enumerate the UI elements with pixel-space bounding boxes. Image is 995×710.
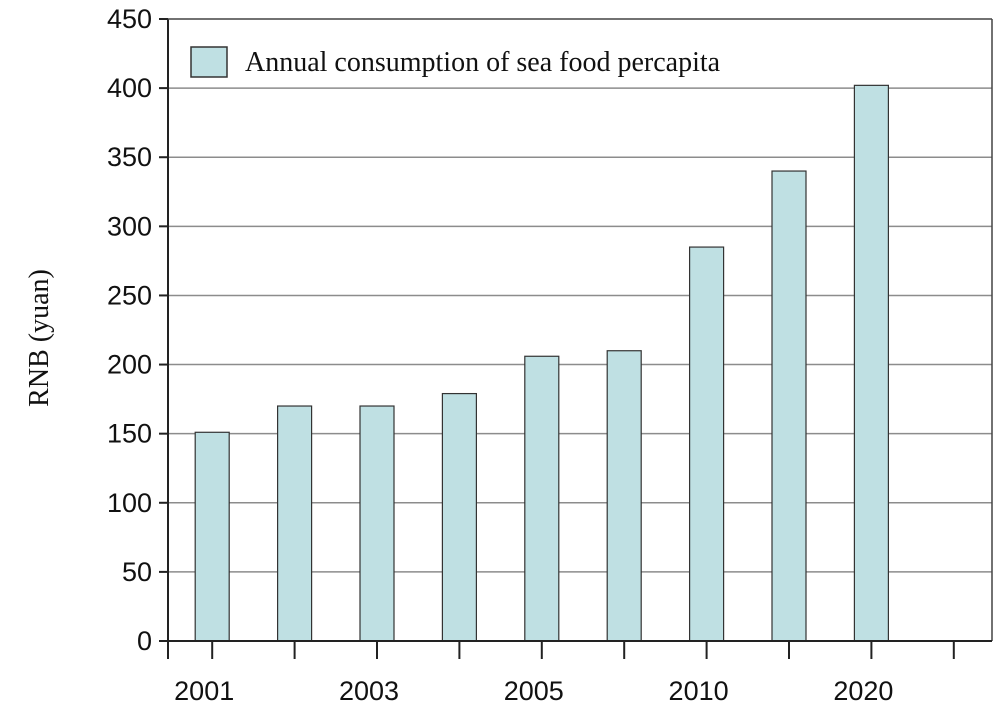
bar: [853, 84, 890, 642]
bar: [441, 392, 477, 642]
x-tick-label: 2020: [833, 676, 893, 706]
legend-label: Annual consumption of sea food percapita: [245, 47, 721, 78]
x-axis: 2001 2003 2005 2010 2020: [167, 641, 955, 706]
x-tick-label: 2003: [339, 676, 399, 706]
y-tick-label: 50: [122, 557, 152, 587]
y-tick-label: 200: [107, 350, 152, 380]
y-tick-label: 350: [107, 142, 152, 172]
legend-swatch: [190, 46, 228, 78]
x-tick-label: 2001: [174, 676, 234, 706]
y-tick-label: 0: [137, 626, 152, 656]
bar: [606, 350, 642, 642]
x-tick-label: 2005: [504, 676, 564, 706]
bar: [194, 431, 230, 642]
y-tick-label: 300: [107, 211, 152, 241]
x-tick-label: 2010: [669, 676, 729, 706]
y-axis-title: RNB (yuan): [24, 269, 55, 407]
bar: [277, 405, 313, 642]
bar: [524, 355, 560, 642]
y-tick-label: 250: [107, 280, 152, 310]
bar: [771, 170, 807, 642]
plot-frame: [167, 18, 993, 642]
y-tick-label: 100: [107, 488, 152, 518]
bar: [688, 246, 725, 642]
y-tick-label: 400: [107, 73, 152, 103]
y-tick-label: 450: [107, 4, 152, 34]
legend: Annual consumption of sea food percapita: [190, 46, 721, 78]
bar: [359, 405, 395, 642]
y-tick-label: 150: [107, 419, 152, 449]
bars: [194, 84, 890, 642]
y-axis: 0 50 100 150 200 250 300 350 400 450: [107, 4, 168, 656]
